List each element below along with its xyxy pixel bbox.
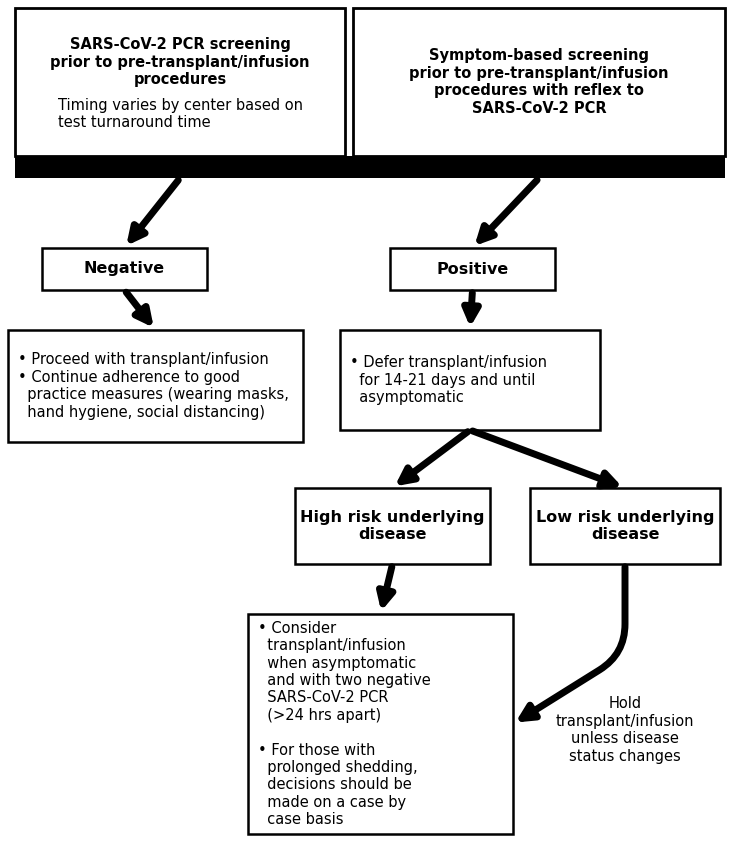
Text: • Defer transplant/infusion
  for 14-21 days and until
  asymptomatic: • Defer transplant/infusion for 14-21 da… <box>350 355 547 405</box>
Text: Timing varies by center based on
test turnaround time: Timing varies by center based on test tu… <box>58 98 303 130</box>
Text: Negative: Negative <box>84 261 165 277</box>
FancyBboxPatch shape <box>42 248 207 290</box>
FancyBboxPatch shape <box>340 330 600 430</box>
Text: • Consider
  transplant/infusion
  when asymptomatic
  and with two negative
  S: • Consider transplant/infusion when asym… <box>258 620 431 827</box>
Text: SARS-CoV-2 PCR screening
prior to pre-transplant/infusion
procedures: SARS-CoV-2 PCR screening prior to pre-tr… <box>50 37 310 87</box>
Text: • Proceed with transplant/infusion
• Continue adherence to good
  practice measu: • Proceed with transplant/infusion • Con… <box>18 352 289 420</box>
Text: Hold
transplant/infusion
unless disease
status changes: Hold transplant/infusion unless disease … <box>556 696 694 763</box>
FancyBboxPatch shape <box>530 488 720 564</box>
Text: Low risk underlying
disease: Low risk underlying disease <box>536 510 714 542</box>
Text: Positive: Positive <box>437 261 508 277</box>
FancyBboxPatch shape <box>248 614 513 834</box>
FancyBboxPatch shape <box>295 488 490 564</box>
FancyBboxPatch shape <box>15 156 725 178</box>
Text: High risk underlying
disease: High risk underlying disease <box>300 510 485 542</box>
FancyArrowPatch shape <box>522 567 625 718</box>
FancyBboxPatch shape <box>390 248 555 290</box>
FancyBboxPatch shape <box>353 8 725 156</box>
FancyBboxPatch shape <box>15 8 345 156</box>
Text: Symptom-based screening
prior to pre-transplant/infusion
procedures with reflex : Symptom-based screening prior to pre-tra… <box>409 49 669 116</box>
FancyBboxPatch shape <box>8 330 303 442</box>
